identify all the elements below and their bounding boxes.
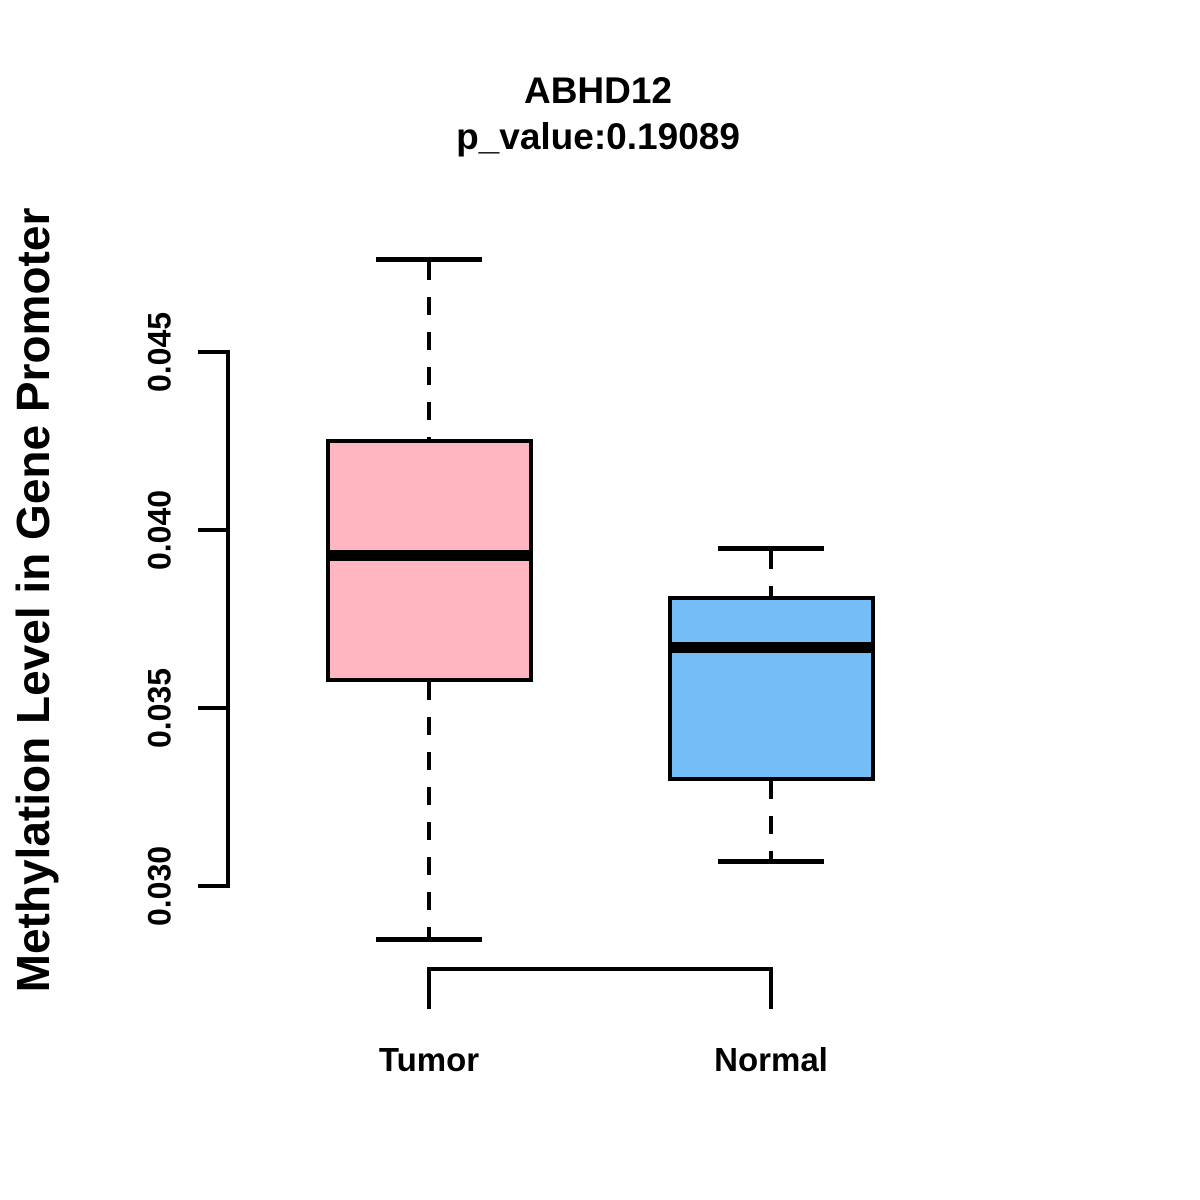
whisker-line-upper [427,262,431,439]
chart-title: ABHD12 [523,70,673,111]
whisker-line-lower [427,682,431,937]
whisker-cap-lower [376,937,482,942]
y-axis-title: Methylation Level in Gene Promoter [7,207,59,993]
whisker-cap-upper [718,546,824,551]
x-category-label: Tumor [378,1041,480,1078]
y-tick-label: 0.040 [141,489,178,571]
x-tick [769,967,773,1009]
y-tick [198,528,226,532]
y-tick [198,884,226,888]
whisker-line-upper [769,551,773,596]
y-tick-label: 0.030 [141,845,178,927]
y-tick-label: 0.045 [141,311,178,393]
y-tick [198,350,226,354]
x-axis-line [427,967,773,971]
x-tick [427,967,431,1009]
whisker-cap-upper [376,257,482,262]
x-category-label: Normal [714,1041,828,1078]
median-line [667,642,875,653]
box-normal [667,596,875,781]
y-tick [198,706,226,710]
y-tick-label: 0.035 [141,667,178,749]
whisker-line-lower [769,781,773,859]
whisker-cap-lower [718,859,824,864]
median-line [325,550,533,561]
y-axis-line [226,350,230,888]
chart-subtitle: p_value:0.19089 [456,116,740,157]
